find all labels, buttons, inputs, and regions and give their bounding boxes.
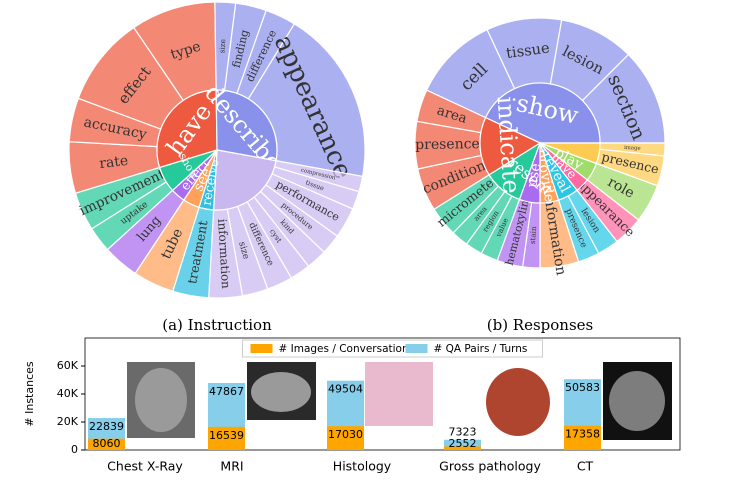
legend-swatch (250, 344, 273, 353)
value-label: 22839 (89, 420, 124, 433)
segment-label: stain (528, 226, 538, 245)
segment-label: presence (415, 136, 480, 153)
inner-segment (156, 89, 218, 169)
value-label: 49504 (328, 383, 363, 396)
inner-segment (484, 82, 601, 144)
x-tick-label: Chest X-Ray (107, 459, 183, 474)
histology-image (365, 362, 433, 426)
bar (208, 426, 245, 450)
bar (327, 426, 364, 450)
bar (444, 446, 481, 450)
segment-label: size (236, 241, 250, 261)
legend-box (242, 339, 543, 358)
segment-label: tissue (505, 40, 551, 63)
value-label: 16539 (209, 429, 244, 442)
segment-label: size (217, 39, 227, 54)
segment-label: indicate (492, 95, 526, 194)
mri-image-detail (251, 372, 311, 412)
y-axis-label: # Instances (23, 361, 36, 427)
x-tick-label: Histology (333, 459, 392, 474)
inner-segment (158, 149, 218, 192)
chart-title: (b) Responses (487, 316, 594, 334)
segment-label: information (215, 218, 233, 289)
legend-label: # Images / Conversation (279, 343, 409, 355)
x-tick-label: MRI (220, 459, 243, 474)
value-label: 2552 (449, 437, 477, 450)
value-label: 8060 (93, 437, 121, 450)
y-tick-label: 60K (57, 359, 79, 372)
value-label: 50583 (565, 381, 600, 394)
value-label: 7323 (449, 426, 477, 439)
segment-label: image (624, 145, 641, 152)
bar (88, 438, 125, 450)
inner-segment (212, 149, 277, 211)
legend-swatch (405, 344, 428, 353)
gross-image-detail (486, 368, 550, 436)
bar (564, 425, 601, 450)
y-tick-label: 40K (57, 387, 79, 400)
x-tick-label: Gross pathology (439, 459, 541, 474)
legend-label: # QA Pairs / Turns (434, 343, 528, 355)
segment-label: rate (98, 153, 129, 172)
y-tick-label: 0 (71, 443, 78, 456)
value-label: 17358 (565, 428, 600, 441)
xray-image-detail (135, 368, 187, 432)
images (127, 362, 672, 440)
inner-segment (479, 116, 542, 176)
x-tick-label: CT (577, 459, 594, 474)
inner-segment (215, 89, 278, 162)
value-label: 17030 (328, 428, 363, 441)
chart-title: (a) Instruction (162, 316, 272, 334)
value-label: 47867 (209, 385, 244, 398)
ct-image-detail (609, 371, 665, 431)
y-tick-label: 20K (57, 415, 79, 428)
bar (444, 439, 481, 450)
